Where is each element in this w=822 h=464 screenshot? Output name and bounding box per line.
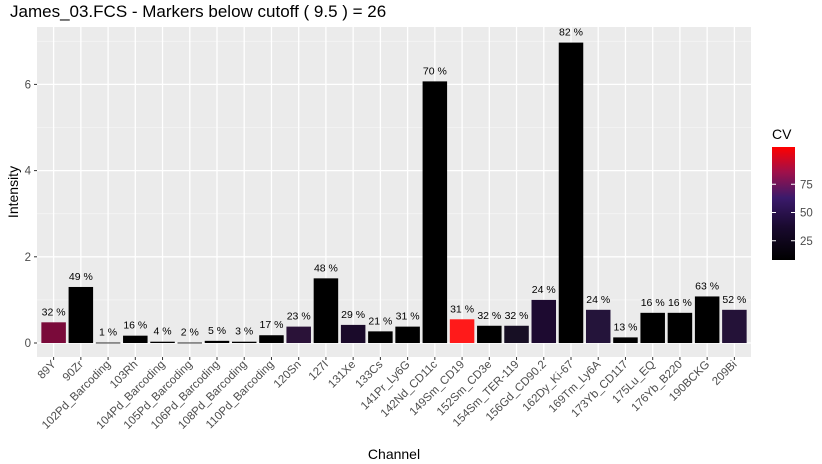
bar — [504, 325, 529, 343]
bar-data-label: 21 % — [368, 315, 392, 327]
bar-data-label: 52 % — [722, 294, 746, 306]
bar-data-label: 13 % — [613, 321, 637, 333]
bar — [340, 324, 366, 343]
bar-data-label: 1 % — [99, 327, 117, 339]
bar-data-label: 32 % — [42, 306, 66, 318]
legend-colorbar — [772, 147, 795, 260]
bar-data-label: 70 % — [423, 65, 447, 77]
bar — [368, 331, 393, 343]
y-tick-label: 0 — [25, 338, 31, 350]
bar-data-label: 32 % — [505, 310, 529, 322]
x-axis: 89Y 90Zr102Pd_Barcoding103Rh104Pd_Barcodi… — [36, 357, 740, 432]
x-tick-label: 209Bi — [710, 359, 739, 388]
x-tick-label: 131Xe — [326, 359, 358, 391]
bar-data-label: 82 % — [559, 27, 583, 39]
bar-data-label: 4 % — [153, 326, 171, 338]
x-axis-title: Channel — [368, 446, 420, 462]
bar-data-label: 5 % — [208, 325, 226, 337]
bar — [667, 312, 693, 343]
bar-data-label: 16 % — [123, 320, 147, 332]
bar — [68, 286, 94, 343]
plot-panel — [37, 27, 751, 357]
bar-data-label: 2 % — [181, 327, 199, 339]
grid-lines — [37, 27, 751, 357]
bar — [204, 340, 230, 343]
y-tick-label: 6 — [25, 79, 31, 91]
y-tick-label: 4 — [25, 166, 32, 178]
bar-data-label: 63 % — [695, 280, 719, 292]
bar-labels-group: 32 % 49 % 1 % 16 % 4 % 2 % 5 % 3 % 17 % 23 % 48 % 2… — [42, 27, 747, 339]
y-axis-title: Intensity — [5, 166, 21, 218]
bar — [313, 278, 339, 343]
legend-tick-label: 75 — [800, 179, 813, 191]
bar — [150, 341, 175, 343]
bar — [613, 337, 638, 343]
legend-tick-label: 50 — [800, 208, 813, 220]
bar-data-label: 48 % — [314, 262, 338, 274]
y-tick-label: 2 — [25, 252, 31, 264]
bar-data-label: 24 % — [586, 294, 610, 306]
bar-data-label: 24 % — [532, 284, 556, 296]
legend-title: CV — [772, 126, 792, 142]
y-axis: 0 2 4 6 — [25, 79, 37, 350]
bar-data-label: 17 % — [259, 319, 283, 331]
bar — [259, 335, 284, 343]
bar — [95, 342, 121, 344]
bar — [694, 296, 720, 343]
legend-tick-label: 25 — [800, 236, 813, 248]
bar — [558, 42, 584, 344]
bar-data-label: 49 % — [69, 271, 93, 283]
bars-group — [41, 42, 747, 344]
x-tick-label: 127I — [307, 359, 331, 383]
bar — [449, 319, 475, 343]
x-tick-label: 120Sn — [272, 359, 304, 391]
bar — [422, 81, 448, 344]
bar — [640, 312, 665, 343]
bar-data-label: 16 % — [668, 297, 692, 309]
bar-data-label: 29 % — [341, 309, 365, 321]
bar-data-label: 31 % — [450, 303, 474, 315]
bar — [477, 325, 502, 343]
bar — [531, 299, 557, 343]
cv-legend: CV 25 50 75 — [772, 126, 813, 260]
bar-data-label: 16 % — [641, 297, 665, 309]
bar — [231, 341, 257, 343]
x-tick-label: 89Y — [36, 358, 59, 381]
bar — [395, 326, 420, 343]
bar-data-label: 31 % — [396, 311, 420, 323]
bar-data-label: 23 % — [287, 311, 311, 323]
bar — [722, 309, 747, 343]
bar-data-label: 3 % — [235, 326, 253, 338]
chart-title: James_03.FCS - Markers below cutoff ( 9.… — [10, 2, 386, 21]
bar-data-label: 32 % — [477, 310, 501, 322]
bar — [286, 326, 311, 343]
bar — [585, 309, 611, 343]
bar — [123, 335, 148, 343]
bar — [177, 342, 203, 344]
bar — [41, 322, 66, 343]
